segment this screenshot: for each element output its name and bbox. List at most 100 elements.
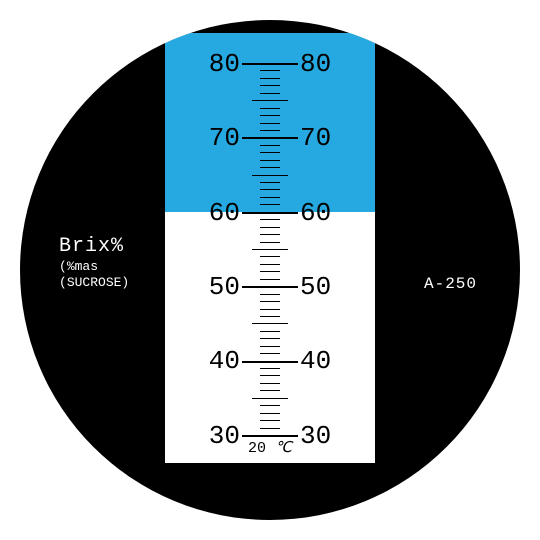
minor-tick	[260, 78, 270, 79]
minor-tick	[270, 197, 280, 198]
minor-tick	[260, 301, 270, 302]
scale-number-left: 70	[209, 123, 240, 153]
minor-tick	[270, 115, 280, 116]
minor-tick	[270, 227, 280, 228]
minor-tick	[270, 175, 288, 176]
minor-tick	[260, 234, 270, 235]
scale-number-right: 80	[300, 49, 331, 79]
scale-number-right: 70	[300, 123, 331, 153]
minor-tick	[270, 368, 280, 369]
minor-tick	[260, 316, 270, 317]
minor-tick	[270, 85, 280, 86]
minor-tick	[270, 100, 288, 101]
minor-tick	[270, 405, 280, 406]
minor-tick	[270, 234, 280, 235]
minor-tick	[270, 390, 280, 391]
minor-tick	[270, 323, 288, 324]
minor-tick	[270, 78, 280, 79]
minor-tick	[260, 294, 270, 295]
minor-tick	[260, 420, 270, 421]
minor-tick	[270, 167, 280, 168]
minor-tick	[260, 390, 270, 391]
minor-tick	[260, 375, 270, 376]
minor-tick	[260, 160, 270, 161]
minor-tick	[252, 249, 270, 250]
minor-tick	[260, 227, 270, 228]
minor-tick	[260, 346, 270, 347]
minor-tick	[260, 353, 270, 354]
refractometer-lens: Brix% (%mas (SUCROSE) A-250 808070706060…	[20, 20, 520, 520]
minor-tick	[270, 108, 280, 109]
minor-tick	[252, 100, 270, 101]
minor-tick	[270, 123, 280, 124]
minor-tick	[260, 167, 270, 168]
minor-tick	[270, 279, 280, 280]
minor-tick	[270, 93, 280, 94]
scale-number-right: 50	[300, 272, 331, 302]
minor-tick	[270, 375, 280, 376]
minor-tick	[270, 338, 280, 339]
minor-tick	[260, 123, 270, 124]
scale-number-left: 50	[209, 272, 240, 302]
minor-tick	[270, 346, 280, 347]
minor-tick	[270, 145, 280, 146]
minor-tick	[260, 271, 270, 272]
minor-tick	[260, 256, 270, 257]
minor-tick	[260, 197, 270, 198]
brix-sub2: (SUCROSE)	[59, 275, 129, 291]
minor-tick	[270, 256, 280, 257]
minor-tick	[260, 219, 270, 220]
minor-tick	[270, 420, 280, 421]
minor-tick	[270, 189, 280, 190]
minor-tick	[260, 242, 270, 243]
scale-window: 808070706060505040403030 20 ℃	[165, 33, 375, 463]
scale-number-right: 60	[300, 198, 331, 228]
minor-tick	[260, 108, 270, 109]
minor-tick	[270, 353, 280, 354]
minor-tick	[270, 398, 288, 399]
minor-tick	[270, 428, 280, 429]
cal-temp-unit: ℃	[275, 440, 292, 457]
minor-tick	[260, 152, 270, 153]
brix-sub1: (%mas	[59, 259, 129, 275]
minor-tick	[270, 219, 280, 220]
brix-label: Brix%	[59, 234, 129, 259]
minor-tick	[270, 413, 280, 414]
minor-tick	[270, 271, 280, 272]
minor-tick	[270, 70, 280, 71]
canvas: Brix% (%mas (SUCROSE) A-250 808070706060…	[0, 0, 540, 540]
calibration-temp: 20 ℃	[248, 438, 292, 457]
minor-tick	[252, 323, 270, 324]
minor-tick	[260, 130, 270, 131]
minor-tick	[252, 175, 270, 176]
minor-tick	[270, 204, 280, 205]
cal-temp-value: 20	[248, 440, 266, 457]
scale-number-left: 40	[209, 346, 240, 376]
minor-tick	[260, 93, 270, 94]
minor-tick	[260, 413, 270, 414]
minor-tick	[270, 331, 280, 332]
minor-tick	[270, 130, 280, 131]
scale-number-left: 60	[209, 198, 240, 228]
minor-tick	[270, 182, 280, 183]
minor-tick	[260, 309, 270, 310]
scale-number-right: 30	[300, 421, 331, 451]
minor-tick	[260, 189, 270, 190]
minor-tick	[260, 383, 270, 384]
minor-tick	[270, 264, 280, 265]
minor-tick	[270, 242, 280, 243]
minor-tick	[260, 115, 270, 116]
model-label: A-250	[424, 275, 477, 293]
minor-tick	[270, 152, 280, 153]
minor-tick	[252, 398, 270, 399]
scale-number-right: 40	[300, 346, 331, 376]
minor-tick	[260, 368, 270, 369]
minor-tick	[260, 338, 270, 339]
minor-tick	[260, 279, 270, 280]
minor-tick	[270, 294, 280, 295]
minor-tick	[270, 316, 280, 317]
minor-tick	[270, 249, 288, 250]
minor-tick	[270, 383, 280, 384]
minor-tick	[270, 160, 280, 161]
minor-tick	[260, 85, 270, 86]
